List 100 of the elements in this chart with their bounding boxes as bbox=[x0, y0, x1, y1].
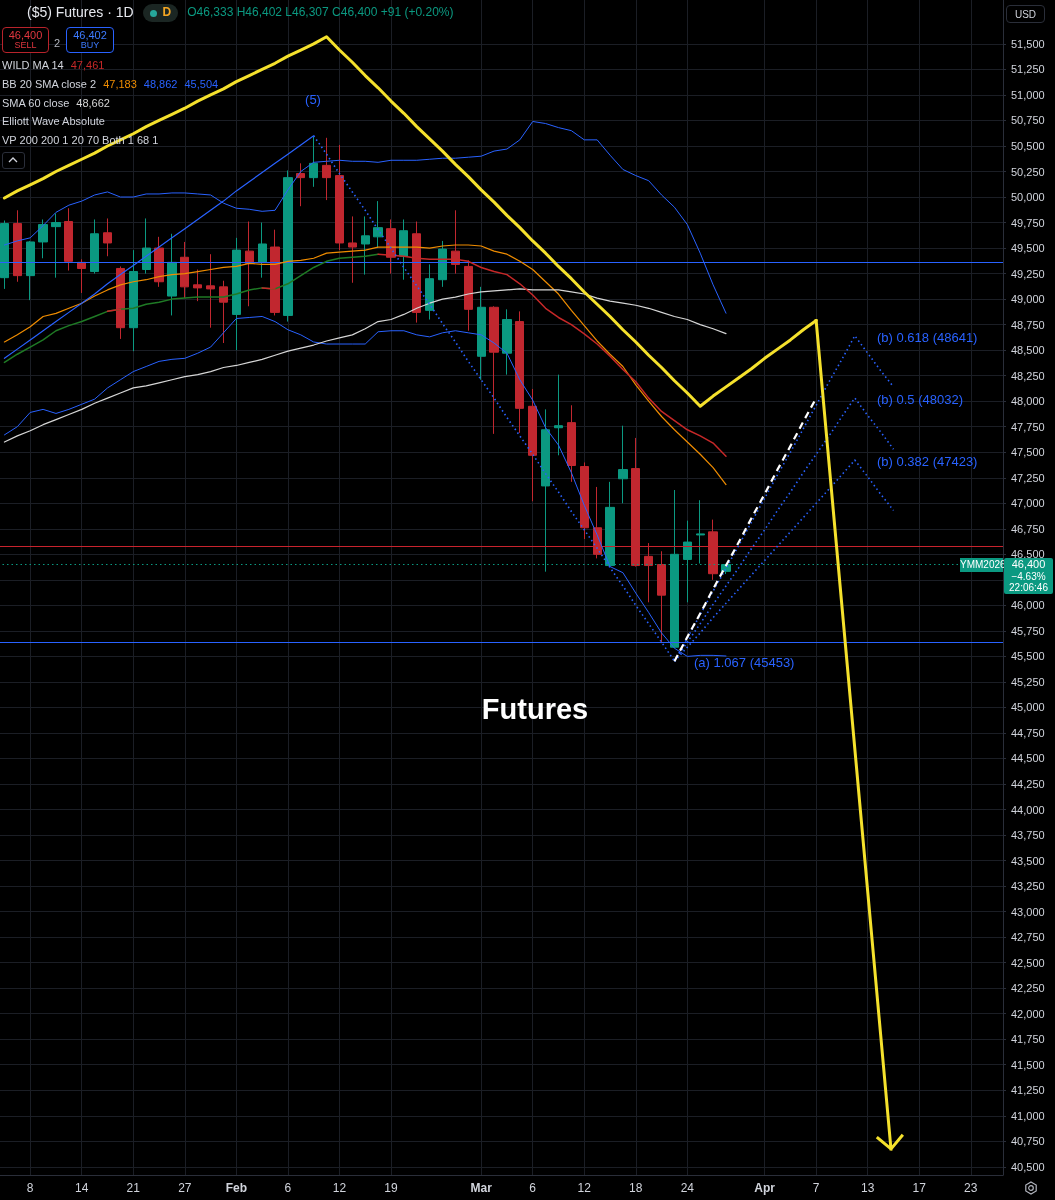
candlestick bbox=[26, 240, 35, 301]
annotation: (5) bbox=[305, 92, 321, 107]
y-tick-label: 49,250 bbox=[1011, 267, 1045, 280]
sell-button: 46,400 SELL bbox=[2, 27, 49, 53]
annotation: BB 20 SMA close 2 bbox=[2, 78, 97, 91]
y-tick-label: 45,500 bbox=[1011, 650, 1045, 663]
y-tick-label: 41,500 bbox=[1011, 1058, 1045, 1071]
candlestick bbox=[167, 233, 177, 316]
x-tick-label: 12 bbox=[577, 1181, 592, 1195]
annotation: (b) 0.5 (48032) bbox=[877, 391, 963, 407]
y-tick-label: 42,500 bbox=[1011, 956, 1045, 969]
line-series bbox=[3, 244, 727, 486]
y-tick-label: 48,250 bbox=[1011, 369, 1045, 382]
candlestick bbox=[129, 249, 138, 352]
y-tick-label: 46,750 bbox=[1011, 522, 1045, 535]
candlestick bbox=[296, 162, 305, 207]
x-tick-label: 7 bbox=[812, 1181, 820, 1195]
candlestick bbox=[335, 144, 344, 251]
line-series bbox=[3, 288, 727, 443]
candlestick bbox=[154, 236, 164, 288]
candlestick bbox=[528, 388, 537, 502]
x-tick-label: 21 bbox=[126, 1181, 141, 1195]
y-tick-label: 48,000 bbox=[1011, 395, 1045, 408]
y-tick-label: 42,750 bbox=[1011, 931, 1045, 944]
candlestick bbox=[657, 550, 666, 644]
candlestick bbox=[142, 217, 151, 275]
annotation: 2 bbox=[54, 37, 61, 49]
y-tick-label: 47,500 bbox=[1011, 446, 1045, 459]
candlestick bbox=[116, 265, 125, 340]
x-tick-label: 17 bbox=[912, 1181, 927, 1195]
annotation: 48,662 bbox=[76, 97, 110, 110]
y-tick-label: 44,000 bbox=[1011, 803, 1045, 816]
y-tick-label: 51,250 bbox=[1011, 63, 1045, 76]
candlestick bbox=[38, 218, 48, 259]
candlestick bbox=[283, 169, 293, 323]
y-tick-label: 49,750 bbox=[1011, 216, 1045, 229]
candlestick bbox=[51, 212, 61, 279]
y-tick-label: 47,250 bbox=[1011, 471, 1045, 484]
annotation: 47,183 bbox=[103, 78, 137, 91]
y-tick-label: 43,750 bbox=[1011, 829, 1045, 842]
annotation: 46,402 bbox=[73, 29, 107, 41]
annotation: O46,333 H46,402 L46,307 C46,400 +91 (+0.20%) bbox=[187, 5, 454, 20]
annotation: D bbox=[162, 5, 172, 20]
candlestick bbox=[90, 218, 99, 275]
y-tick-label: 43,500 bbox=[1011, 854, 1045, 867]
candlestick bbox=[425, 263, 434, 321]
candlestick bbox=[464, 259, 473, 332]
x-tick-label: 18 bbox=[629, 1181, 643, 1195]
annotation: Elliott Wave Absolute bbox=[2, 115, 105, 128]
y-tick-label: 49,000 bbox=[1011, 293, 1045, 306]
x-tick-label: Feb bbox=[225, 1181, 248, 1195]
y-tick-label: 42,000 bbox=[1011, 1007, 1045, 1020]
x-tick-label: 8 bbox=[26, 1181, 34, 1195]
candlestick bbox=[13, 209, 22, 283]
candlestick bbox=[489, 305, 499, 435]
buy-button: 46,402 BUY bbox=[66, 27, 114, 53]
y-tick-label: 43,250 bbox=[1011, 880, 1045, 893]
annotation: 48,862 bbox=[143, 78, 178, 91]
candlestick bbox=[103, 217, 112, 257]
annotation: BUY bbox=[80, 40, 100, 51]
y-tick-label: 41,000 bbox=[1011, 1109, 1045, 1122]
x-tick-label: 14 bbox=[75, 1181, 89, 1195]
y-tick-label: 49,500 bbox=[1011, 242, 1045, 255]
y-tick-label: 51,500 bbox=[1011, 37, 1045, 50]
y-tick-label: 50,500 bbox=[1011, 139, 1045, 152]
annotation: SMA 60 close bbox=[2, 97, 70, 110]
chart-subtitle: ($5) Futures · 1D bbox=[27, 4, 134, 21]
annotation: WILD MA 14 bbox=[2, 59, 64, 72]
annotation: (a) 1.067 (45453) bbox=[694, 655, 795, 671]
y-tick-label: 42,250 bbox=[1011, 982, 1045, 995]
y-tick-label: 50,000 bbox=[1011, 191, 1045, 204]
x-tick-label: 27 bbox=[178, 1181, 192, 1195]
candlestick bbox=[618, 425, 628, 504]
candlestick bbox=[477, 286, 486, 381]
y-tick-label: 48,750 bbox=[1011, 318, 1045, 331]
y-tick-label: 45,250 bbox=[1011, 675, 1045, 688]
y-tick-label: 40,750 bbox=[1011, 1135, 1045, 1148]
candlestick bbox=[502, 308, 512, 376]
y-tick-label: 44,500 bbox=[1011, 752, 1045, 765]
x-tick-label: 6 bbox=[529, 1181, 537, 1195]
candlestick bbox=[0, 220, 9, 290]
candlestick bbox=[399, 218, 408, 281]
price-tag: 46,400 −4.63% 22:06:46 bbox=[1004, 557, 1053, 594]
y-tick-label: 47,750 bbox=[1011, 420, 1045, 433]
y-tick-label: 50,750 bbox=[1011, 114, 1045, 127]
x-tick-label: 23 bbox=[964, 1181, 978, 1195]
x-tick-label: 24 bbox=[680, 1181, 695, 1195]
y-tick-label: 41,250 bbox=[1011, 1084, 1045, 1097]
y-tick-label: 50,250 bbox=[1011, 165, 1045, 178]
currency-box: USD bbox=[1006, 5, 1045, 23]
y-tick-label: 46,000 bbox=[1011, 599, 1045, 612]
candlestick bbox=[64, 207, 73, 272]
x-tick-label: 12 bbox=[332, 1181, 347, 1195]
candlestick bbox=[219, 280, 228, 344]
y-tick-label: 44,250 bbox=[1011, 778, 1045, 791]
candlestick bbox=[322, 137, 331, 201]
y-tick-label: 48,500 bbox=[1011, 344, 1045, 357]
annotation: 47,461 bbox=[70, 59, 105, 72]
x-tick-label: Apr bbox=[754, 1181, 776, 1195]
y-tick-label: 40,500 bbox=[1011, 1160, 1045, 1173]
